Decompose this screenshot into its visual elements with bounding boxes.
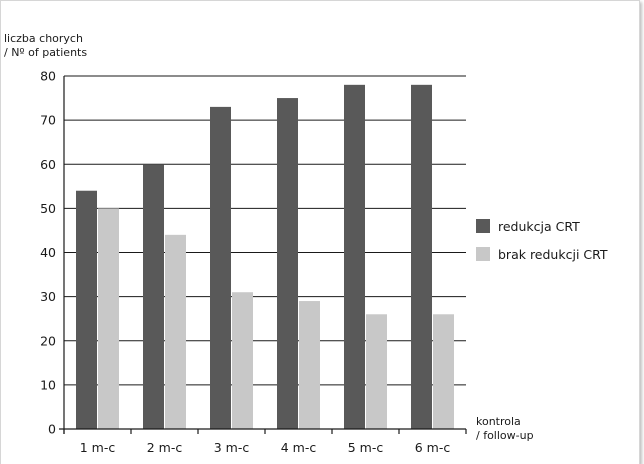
y-axis-title-line1: liczba chorych: [4, 32, 83, 45]
x-axis-title-line1: kontrola: [476, 415, 521, 428]
bar-brak-redukcji-crt: [299, 301, 320, 429]
y-tick-label: 80: [40, 69, 56, 84]
bar-redukcja-crt: [344, 84, 365, 429]
legend: redukcja CRT brak redukcji CRT: [476, 219, 608, 262]
x-category-label: 5 m-c: [348, 440, 384, 455]
bar-brak-redukcji-crt: [98, 208, 119, 429]
y-tick-label: 20: [40, 333, 56, 348]
axes: [59, 76, 467, 434]
bars: [76, 84, 454, 429]
gridlines: [64, 75, 466, 386]
y-tick-label: 10: [40, 377, 56, 392]
bar-redukcja-crt: [411, 84, 432, 429]
y-tick-label: 0: [48, 422, 56, 437]
bar-brak-redukcji-crt: [165, 234, 186, 429]
y-tick-labels: 0 10 20 30 40 50 60 70 80: [40, 69, 56, 437]
y-tick-label: 60: [40, 157, 56, 172]
legend-label-brak-redukcji-crt: brak redukcji CRT: [498, 247, 608, 262]
x-category-label: 4 m-c: [281, 440, 317, 455]
y-tick-label: 30: [40, 289, 56, 304]
legend-swatch-redukcja-crt: [476, 219, 490, 233]
y-axis-title-line2: / Nº of patients: [4, 46, 87, 59]
bar-brak-redukcji-crt: [366, 314, 387, 429]
x-category-labels: 1 m-c 2 m-c 3 m-c 4 m-c 5 m-c 6 m-c: [80, 440, 451, 455]
x-category-label: 3 m-c: [214, 440, 250, 455]
bar-brak-redukcji-crt: [232, 292, 253, 429]
bar-redukcja-crt: [277, 98, 298, 429]
x-category-label: 6 m-c: [415, 440, 451, 455]
x-axis-title-line2: / follow-up: [476, 429, 534, 442]
bar-brak-redukcji-crt: [433, 314, 454, 429]
legend-swatch-brak-redukcji-crt: [476, 247, 490, 261]
y-tick-label: 70: [40, 113, 56, 128]
y-tick-label: 40: [40, 245, 56, 260]
x-category-label: 1 m-c: [80, 440, 116, 455]
y-tick-label: 50: [40, 201, 56, 216]
bar-redukcja-crt: [210, 106, 231, 429]
bar-redukcja-crt: [76, 190, 97, 429]
legend-label-redukcja-crt: redukcja CRT: [498, 219, 580, 234]
x-category-label: 2 m-c: [147, 440, 183, 455]
bar-redukcja-crt: [143, 164, 164, 429]
